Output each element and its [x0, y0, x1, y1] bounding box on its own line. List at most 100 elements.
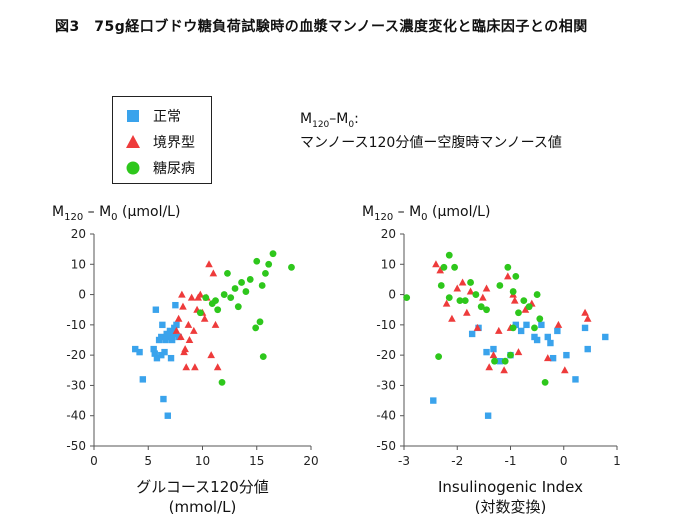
- insulinogenic-chart-square-point: [554, 327, 561, 335]
- glucose-chart-triangle-point: [185, 336, 194, 343]
- glucose-chart-triangle-point: [187, 293, 196, 301]
- insulinogenic-chart-circle-point: [477, 303, 485, 311]
- insulinogenic-chart-y-tick-label: -30: [376, 378, 396, 392]
- insulinogenic-chart-circle-point: [456, 297, 464, 305]
- glucose-chart-circle-point: [227, 294, 235, 301]
- insulinogenic-chart-triangle-point: [466, 287, 475, 295]
- insulinogenic-chart-y-tick-label: -20: [376, 348, 396, 362]
- insulinogenic-chart-triangle-point: [489, 351, 498, 359]
- insulinogenic-chart-x-tick-label: 0: [560, 454, 568, 468]
- insulinogenic-chart-square-point: [572, 376, 579, 383]
- glucose-chart-circle-point: [256, 318, 264, 326]
- insulinogenic-chart-square-point: [547, 339, 554, 347]
- insulinogenic-chart-triangle-point: [485, 363, 493, 371]
- insulinogenic-chart-triangle-point: [458, 278, 467, 286]
- glucose-chart-square-point: [159, 321, 166, 329]
- insulinogenic-chart-square-point: [468, 330, 476, 338]
- insulinogenic-chart-x-tick-label: 1: [613, 454, 621, 468]
- insulinogenic-chart-circle-point: [496, 282, 504, 289]
- glucose-chart-triangle-point: [177, 332, 185, 340]
- insulinogenic-chart-circle-point: [501, 357, 509, 365]
- glucose-chart-circle-point: [212, 297, 219, 305]
- insulinogenic-chart-triangle-point: [453, 284, 462, 292]
- glucose-chart-triangle-point: [184, 320, 193, 328]
- glucose-chart-x-tick-label: 10: [195, 454, 210, 468]
- glucose-chart-circle-point: [262, 269, 269, 277]
- glucose-chart-circle-point: [288, 263, 295, 271]
- glucose-chart-square-point: [166, 327, 174, 335]
- insulinogenic-chart-square-point: [533, 336, 541, 344]
- insulinogenic-chart-square-point: [581, 324, 589, 332]
- glucose-chart-circle-point: [214, 306, 222, 314]
- glucose-chart-x-tick-label: 15: [249, 454, 264, 468]
- insulinogenic-chart-triangle-point: [432, 260, 440, 268]
- insulinogenic-chart-circle-point: [403, 294, 411, 301]
- insulinogenic-chart-triangle-point: [561, 366, 569, 374]
- glucose-chart-triangle-point: [205, 260, 213, 268]
- glucose-chart-y-tick-label: -10: [66, 318, 86, 332]
- insulinogenic-chart-triangle-point: [554, 320, 563, 328]
- glucose-chart-square-point: [162, 336, 169, 344]
- insulinogenic-chart-square-point: [483, 348, 490, 356]
- insulinogenic-chart-square-point: [538, 321, 545, 329]
- insulinogenic-chart-circle-point: [435, 353, 443, 361]
- insulinogenic-chart-triangle-point: [482, 284, 491, 292]
- insulinogenic-chart-circle-point: [520, 297, 528, 305]
- insulinogenic-chart-circle-point: [472, 291, 480, 298]
- insulinogenic-chart-circle-point: [504, 263, 512, 271]
- glucose-chart-y-tick-label: 0: [78, 288, 86, 302]
- insulinogenic-chart-x-tick-label: -2: [451, 454, 463, 468]
- glucose-chart-triangle-point: [181, 345, 189, 353]
- glucose-chart-square-point: [168, 336, 176, 344]
- glucose-chart-square-point: [153, 354, 161, 362]
- insulinogenic-chart-triangle-point: [494, 326, 503, 334]
- glucose-chart-circle-point: [253, 257, 261, 265]
- glucose-chart-square-point: [165, 333, 173, 341]
- glucose-chart-triangle-point: [207, 351, 215, 359]
- insulinogenic-chart-triangle-point: [581, 308, 589, 316]
- insulinogenic-chart-triangle-point: [583, 314, 592, 322]
- insulinogenic-chart-triangle-point: [543, 354, 552, 362]
- insulinogenic-chart-triangle-point: [473, 323, 482, 331]
- glucose-chart-circle-point: [246, 276, 254, 283]
- glucose-chart-square-point: [132, 345, 139, 353]
- glucose-chart-x-tick-label: 5: [144, 454, 152, 468]
- glucose-chart: 20 10 0 -10 -20 -30 -40 -50 0 5 10 15 20 M120 – M0 (μ…: [52, 204, 319, 516]
- insulinogenic-chart-circle-point: [536, 315, 544, 323]
- glucose-chart-circle-point: [265, 260, 273, 268]
- glucose-chart-triangle-point: [194, 293, 202, 301]
- insulinogenic-chart-square-point: [602, 333, 609, 341]
- insulinogenic-chart-circle-point: [445, 294, 453, 301]
- insulinogenic-chart-circle-point: [515, 309, 522, 317]
- glucose-chart-circle-point: [218, 379, 226, 386]
- insulinogenic-chart-circle-point: [491, 357, 498, 365]
- insulinogenic-chart-x-tick-label: -1: [505, 454, 517, 468]
- insulinogenic-chart-triangle-point: [442, 299, 451, 307]
- circle-marker-icon: [126, 161, 140, 175]
- insulinogenic-chart-circle-point: [440, 263, 448, 271]
- insulinogenic-chart-circle-point: [507, 351, 514, 359]
- insulinogenic-chart-x-tick-label: -3: [398, 454, 410, 468]
- insulinogenic-chart-square-point: [517, 327, 525, 335]
- insulinogenic-chart-triangle-point: [521, 305, 530, 313]
- insulinogenic-chart-circle-point: [437, 282, 445, 289]
- insulinogenic-chart-square-point: [490, 345, 497, 353]
- glucose-chart-circle-point: [258, 282, 266, 289]
- glucose-chart-x-tick-label: 20: [303, 454, 318, 468]
- insulinogenic-chart-circle-point: [461, 297, 469, 305]
- glucose-chart-triangle-point: [190, 326, 198, 334]
- glucose-chart-y-tick-label: 10: [71, 257, 86, 271]
- insulinogenic-chart-square-point: [430, 397, 437, 404]
- glucose-chart-square-point: [158, 333, 165, 341]
- insulinogenic-chart-y-tick-label: 20: [381, 227, 396, 241]
- glucose-chart-triangle-point: [211, 320, 220, 328]
- insulinogenic-chart-y-tick-label: 0: [388, 288, 396, 302]
- glucose-chart-square-point: [161, 348, 168, 356]
- glucose-chart-y-tick-label: 20: [71, 227, 86, 241]
- insulinogenic-chart-y-tick-label: -10: [376, 318, 396, 332]
- insulinogenic-chart-circle-point: [509, 288, 517, 295]
- insulinogenic-chart-square-point: [523, 321, 530, 329]
- insulinogenic-chart-y-tick-label: -40: [376, 409, 396, 423]
- insulinogenic-chart-triangle-point: [510, 296, 519, 304]
